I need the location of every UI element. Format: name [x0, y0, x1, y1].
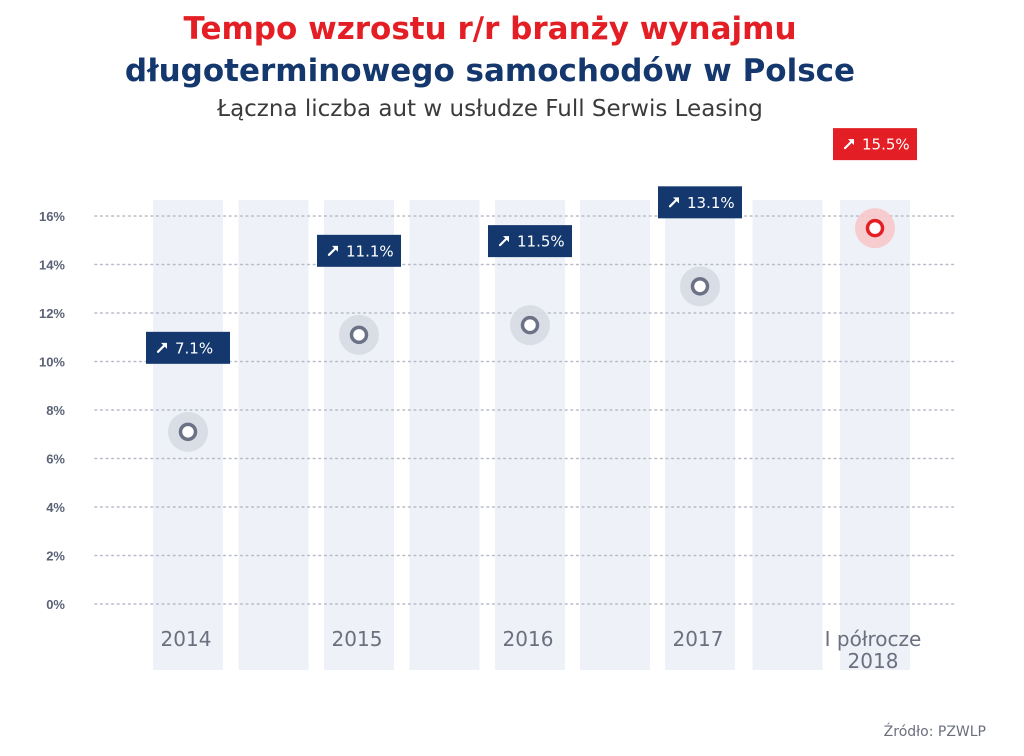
- y-tick-label: 4%: [46, 500, 65, 515]
- y-tick-label: 14%: [39, 258, 65, 273]
- y-tick-label: 2%: [46, 549, 65, 564]
- x-tick-label: 2016: [503, 627, 554, 651]
- arrow-up-right-icon: [843, 139, 854, 150]
- background-band: [580, 200, 650, 670]
- y-tick-label: 0%: [46, 597, 65, 612]
- source-note: Źródło: PZWLP: [883, 724, 986, 740]
- lollipop-dot: [520, 315, 540, 335]
- value-label-box: [146, 331, 230, 364]
- y-tick-label: 8%: [46, 403, 65, 418]
- value-label-text: 11.1%: [346, 242, 394, 260]
- chart-subtitle: Łączna liczba aut w usłudze Full Serwis …: [217, 96, 763, 122]
- lollipop-dot: [349, 325, 369, 345]
- arrow-up-right-icon: [327, 245, 338, 256]
- arrow-shaft: [327, 246, 338, 256]
- y-tick-label: 16%: [39, 209, 65, 224]
- value-label: 7.1%: [146, 331, 230, 364]
- value-label: 13.1%: [658, 186, 742, 219]
- lollipop-dot: [178, 422, 198, 442]
- value-label: 11.1%: [317, 234, 401, 267]
- arrow-head: [161, 342, 167, 349]
- chart-title-line-1: Tempo wzrostu r/r branży wynajmu: [183, 11, 797, 47]
- x-tick-label-line: 2014: [161, 627, 212, 651]
- arrow-up-right-icon: [156, 342, 167, 353]
- x-tick-label-line: I półrocze: [825, 627, 922, 651]
- background-band: [409, 200, 480, 670]
- x-tick-label: 2015: [332, 627, 383, 651]
- background-band: [752, 200, 823, 670]
- arrow-shaft: [156, 343, 167, 353]
- x-tick-label-line: 2018: [848, 649, 899, 673]
- arrow-shaft: [498, 237, 509, 247]
- arrow-up-right-icon: [668, 197, 679, 208]
- arrow-shaft: [668, 198, 679, 208]
- arrow-head: [673, 197, 679, 204]
- arrow-head: [848, 139, 854, 146]
- x-tick-label-line: 2015: [332, 627, 383, 651]
- value-label-text: 11.5%: [517, 233, 565, 251]
- value-label-text: 13.1%: [687, 194, 735, 212]
- arrow-head: [503, 236, 509, 243]
- background-band: [238, 200, 309, 670]
- x-tick-label: 2017: [673, 627, 724, 651]
- value-label-text: 7.1%: [175, 339, 213, 357]
- y-tick-label: 12%: [39, 306, 65, 321]
- arrow-shaft: [843, 140, 854, 150]
- lollipop-chart: 0% 2% 4% 6% 8% 10% 12% 14% 16% 7.1% 11.1% 11.5% 13.…: [39, 128, 956, 673]
- chart-title-line-2: długoterminowego samochodów w Polsce: [124, 53, 856, 89]
- value-label-box: [833, 128, 917, 161]
- x-tick-label-line: 2017: [673, 627, 724, 651]
- arrow-head: [332, 245, 338, 252]
- y-tick-label: 6%: [46, 452, 65, 467]
- chart-title: Tempo wzrostu r/r branży wynajmu długote…: [0, 8, 980, 92]
- arrow-up-right-icon: [498, 236, 509, 247]
- value-label: 15.5%: [833, 128, 917, 161]
- y-tick-label: 10%: [39, 355, 65, 370]
- value-label-box: [488, 225, 572, 258]
- x-tick-label-line: 2016: [503, 627, 554, 651]
- lollipop-dot: [690, 277, 710, 296]
- x-tick-label: I półrocze 2018: [825, 627, 922, 673]
- value-label-box: [658, 186, 742, 219]
- value-label-text: 15.5%: [862, 136, 910, 154]
- lollipop-dot: [865, 218, 885, 238]
- value-label: 11.5%: [488, 225, 572, 258]
- value-label-box: [317, 234, 401, 267]
- x-tick-label: 2014: [161, 627, 212, 651]
